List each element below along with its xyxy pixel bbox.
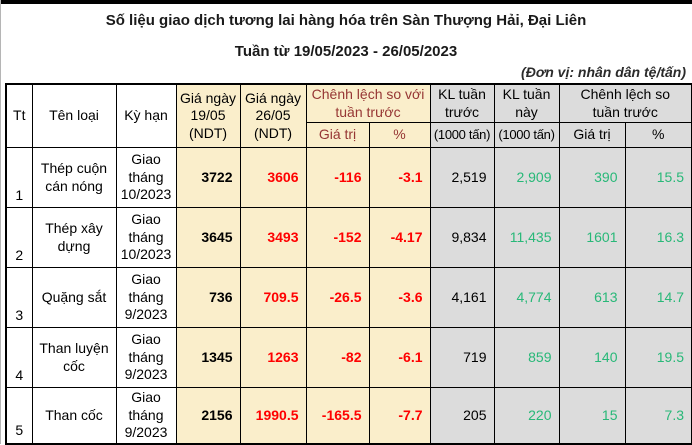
cell-vol-prev: 4,161: [429, 267, 495, 328]
cell-price-prev: 2156: [175, 387, 241, 444]
col-header-vol-prev-unit: (1000 tấn): [429, 122, 495, 148]
cell-term: Giao tháng 9/2023: [115, 387, 177, 444]
cell-commodity-name: Than luyện cốc: [31, 327, 117, 388]
table-row: 2 Thép xây dựng Giao tháng 10/2023 3645 …: [5, 207, 692, 268]
table-row: 3 Quặng sắt Giao tháng 9/2023 736 709.5 …: [5, 267, 692, 328]
cell-price-diff-pct: -3.1: [368, 147, 431, 208]
cell-vol-now: 11,435: [493, 207, 560, 268]
cell-row-number: 1: [5, 147, 33, 208]
cell-price-now: 3606: [239, 147, 307, 208]
cell-row-number: 5: [5, 387, 33, 444]
title-block: Số liệu giao dịch tương lai hàng hóa trê…: [0, 4, 692, 80]
cell-price-diff-value: -152: [305, 207, 370, 268]
table-row: 5 Than cốc Giao tháng 9/2023 2156 1990.5…: [5, 387, 692, 444]
cell-commodity-name: Than cốc: [31, 387, 117, 444]
cell-vol-prev: 2,519: [429, 147, 495, 208]
cell-vol-prev: 205: [429, 387, 495, 444]
table-row: 1 Thép cuộn cán nóng Giao tháng 10/2023 …: [5, 147, 692, 208]
unit-note: (Đơn vị: nhân dân tệ/tấn): [521, 64, 686, 80]
cell-vol-diff-pct: 7.3: [624, 387, 692, 444]
col-header-price-prev: Giá ngày 19/05 (NDT): [175, 83, 241, 148]
cell-commodity-name: Thép xây dựng: [31, 207, 117, 268]
cell-price-prev: 3645: [175, 207, 241, 268]
cell-price-diff-value: -82: [305, 327, 370, 388]
cell-vol-now: 220: [493, 387, 560, 444]
col-header-vol-diff-pct: %: [624, 122, 692, 148]
futures-data-table: Tt Tên loại Kỳ hạn Giá ngày 19/05 (NDT) …: [5, 83, 692, 445]
cell-price-now: 1990.5: [239, 387, 307, 444]
cell-price-prev: 736: [175, 267, 241, 328]
table-row: 4 Than luyện cốc Giao tháng 9/2023 1345 …: [5, 327, 692, 388]
cell-term: Giao tháng 9/2023: [115, 267, 177, 328]
cell-price-diff-pct: -6.1: [368, 327, 431, 388]
top-border-rule: [0, 0, 692, 4]
cell-vol-now: 4,774: [493, 267, 560, 328]
col-header-vol-prev: KL tuần trước: [429, 83, 495, 123]
cell-term: Giao tháng 10/2023: [115, 207, 177, 268]
cell-price-diff-value: -26.5: [305, 267, 370, 328]
cell-price-now: 709.5: [239, 267, 307, 328]
cell-vol-prev: 9,834: [429, 207, 495, 268]
col-header-diff-value: Giá trị: [305, 122, 370, 148]
cell-price-diff-pct: -3.6: [368, 267, 431, 328]
cell-vol-now: 2,909: [493, 147, 560, 208]
cell-row-number: 3: [5, 267, 33, 328]
cell-price-now: 1263: [239, 327, 307, 388]
col-header-diff-pct: %: [368, 122, 431, 148]
col-header-vol-now: KL tuần này: [493, 83, 560, 123]
col-header-term: Kỳ hạn: [115, 83, 177, 148]
cell-row-number: 4: [5, 327, 33, 388]
cell-vol-diff-pct: 19.5: [624, 327, 692, 388]
col-header-tt: Tt: [5, 83, 33, 148]
cell-price-prev: 1345: [175, 327, 241, 388]
cell-vol-diff-value: 390: [558, 147, 626, 208]
cell-price-diff-value: -116: [305, 147, 370, 208]
cell-price-diff-pct: -7.7: [368, 387, 431, 444]
cell-vol-diff-value: 15: [558, 387, 626, 444]
cell-row-number: 2: [5, 207, 33, 268]
col-header-vol-diff-group: Chênh lệch so tuần trước: [558, 83, 692, 123]
page-subtitle: Tuần từ 19/05/2023 - 26/05/2023: [234, 43, 458, 60]
cell-term: Giao tháng 10/2023: [115, 147, 177, 208]
col-header-vol-diff-value: Giá trị: [558, 122, 626, 148]
page-title: Số liệu giao dịch tương lai hàng hóa trê…: [105, 12, 587, 29]
col-header-price-now: Giá ngày 26/05 (NDT): [239, 83, 307, 148]
cell-term: Giao tháng 9/2023: [115, 327, 177, 388]
cell-vol-prev: 719: [429, 327, 495, 388]
cell-vol-diff-pct: 14.7: [624, 267, 692, 328]
col-header-name: Tên loại: [31, 83, 117, 148]
cell-commodity-name: Quặng sắt: [31, 267, 117, 328]
cell-vol-now: 859: [493, 327, 560, 388]
cell-vol-diff-value: 140: [558, 327, 626, 388]
cell-vol-diff-value: 613: [558, 267, 626, 328]
cell-vol-diff-pct: 16.3: [624, 207, 692, 268]
cell-vol-diff-pct: 15.5: [624, 147, 692, 208]
cell-price-diff-pct: -4.17: [368, 207, 431, 268]
cell-price-now: 3493: [239, 207, 307, 268]
cell-price-prev: 3722: [175, 147, 241, 208]
col-header-vol-now-unit: (1000 tấn): [493, 122, 560, 148]
cell-commodity-name: Thép cuộn cán nóng: [31, 147, 117, 208]
cell-vol-diff-value: 1601: [558, 207, 626, 268]
cell-price-diff-value: -165.5: [305, 387, 370, 444]
left-border-rule: [0, 0, 1, 444]
col-header-price-diff-group: Chênh lệch so với tuần trước: [305, 83, 431, 123]
